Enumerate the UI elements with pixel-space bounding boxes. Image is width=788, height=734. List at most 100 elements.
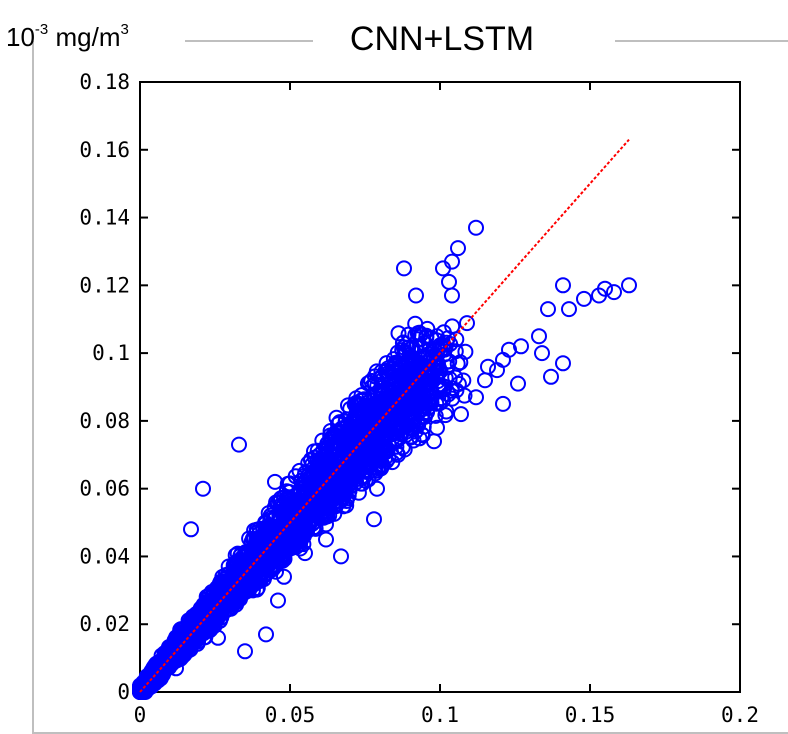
scatter-point xyxy=(437,370,454,386)
y-tick-label: 0.14 xyxy=(79,206,130,230)
scatter-point xyxy=(606,284,622,301)
scatter-point xyxy=(448,331,465,348)
unit-name: mg/m xyxy=(48,22,120,52)
scatter-point xyxy=(324,477,341,494)
scatter-point xyxy=(477,372,493,389)
scatter-point xyxy=(341,483,358,500)
scatter-point xyxy=(381,368,397,385)
scatter-point xyxy=(335,434,352,451)
scatter-point xyxy=(303,507,319,524)
scatter-point xyxy=(220,558,237,575)
scatter-point xyxy=(205,605,222,622)
scatter-point xyxy=(346,445,363,462)
scatter-point xyxy=(435,260,451,277)
scatter-point xyxy=(362,455,379,472)
scatter-point xyxy=(220,566,237,583)
scatter-point xyxy=(531,328,547,345)
unit-base: 10 xyxy=(6,22,35,52)
scatter-point xyxy=(339,460,355,477)
reference-line-group xyxy=(139,138,630,693)
scatter-point xyxy=(363,372,380,389)
unit-exponent: -3 xyxy=(35,21,48,38)
scatter-point xyxy=(449,355,466,372)
scatter-point xyxy=(420,346,437,363)
scatter-point xyxy=(435,380,452,397)
scatter-point xyxy=(297,545,313,562)
scatter-point xyxy=(468,389,484,406)
scatter-point xyxy=(209,580,226,597)
scatter-point xyxy=(330,416,346,433)
scatter-point xyxy=(276,568,292,585)
scatter-point xyxy=(357,463,373,480)
scatter-point xyxy=(534,345,550,362)
scatter-point xyxy=(407,315,424,332)
scatter-point xyxy=(540,301,556,318)
scatter-point xyxy=(246,572,262,589)
unit-name-exponent: 3 xyxy=(121,21,129,38)
scatter-point xyxy=(287,468,304,485)
scatter-point xyxy=(411,430,428,447)
scatter-point xyxy=(318,531,334,548)
chart-title: CNN+LSTM xyxy=(350,20,534,58)
scatter-point xyxy=(468,219,484,236)
scatter-point xyxy=(333,548,349,565)
scatter-point xyxy=(436,346,453,363)
scatter-point xyxy=(355,469,372,486)
scatter-point xyxy=(390,446,406,463)
scatter-point xyxy=(264,558,280,575)
scatter-point xyxy=(440,386,457,403)
scatter-point xyxy=(282,501,298,518)
scatter-point xyxy=(576,290,592,307)
scatter-point xyxy=(450,240,466,257)
scatter-point xyxy=(405,406,421,423)
scatter-point xyxy=(402,428,419,445)
scatter-point xyxy=(417,348,433,365)
x-tick-label: 0 xyxy=(134,703,147,727)
y-tick-label: 0.1 xyxy=(92,341,130,365)
scatter-point xyxy=(387,419,403,436)
scatter-point xyxy=(345,429,361,446)
scatter-point xyxy=(373,369,390,386)
scatter-point xyxy=(429,367,446,384)
scatter-point xyxy=(231,436,247,453)
scatter-point xyxy=(354,392,370,409)
scatter-point xyxy=(561,301,577,318)
scatter-point xyxy=(235,581,252,598)
scatter-point xyxy=(396,260,412,277)
scatter-point xyxy=(489,362,505,379)
scatter-point xyxy=(495,395,511,412)
scatter-point xyxy=(543,368,559,385)
scatter-point xyxy=(455,372,472,389)
scatter-point xyxy=(168,660,184,677)
scatter-point xyxy=(306,443,322,460)
scatter-point xyxy=(371,424,388,441)
scatter-point xyxy=(427,407,444,424)
scatter-point xyxy=(390,325,407,342)
y-tick-label: 0.12 xyxy=(79,273,130,297)
scatter-point xyxy=(143,671,160,688)
scatter-point xyxy=(220,597,237,614)
y-tick-label: 0.04 xyxy=(79,544,130,568)
scatter-point xyxy=(374,456,391,473)
scatter-point xyxy=(393,362,409,379)
x-tick-label: 0.15 xyxy=(565,703,616,727)
scatter-point xyxy=(138,677,154,694)
y-tick-label: 0 xyxy=(117,680,130,704)
y-tick-label: 0.06 xyxy=(79,477,130,501)
scatter-point xyxy=(448,382,465,399)
y-axis: 0 0.02 0.04 0.06 0.08 0.1 0.12 0.14 0.16 0.18 xyxy=(79,70,740,704)
scatter-point xyxy=(332,431,349,447)
scatter-point xyxy=(177,636,193,653)
scatter-point xyxy=(267,473,283,490)
scatter-point xyxy=(414,426,430,443)
scatter-point xyxy=(428,395,445,412)
scatter-point xyxy=(441,273,457,290)
unit-label: 10-3 mg/m3 xyxy=(6,21,129,52)
scatter-point xyxy=(447,343,464,360)
scatter-point xyxy=(426,433,442,450)
scatter-point xyxy=(408,287,424,304)
x-tick-label: 0.1 xyxy=(421,703,459,727)
reference-line xyxy=(139,138,630,693)
x-tick-label: 0.05 xyxy=(265,703,316,727)
